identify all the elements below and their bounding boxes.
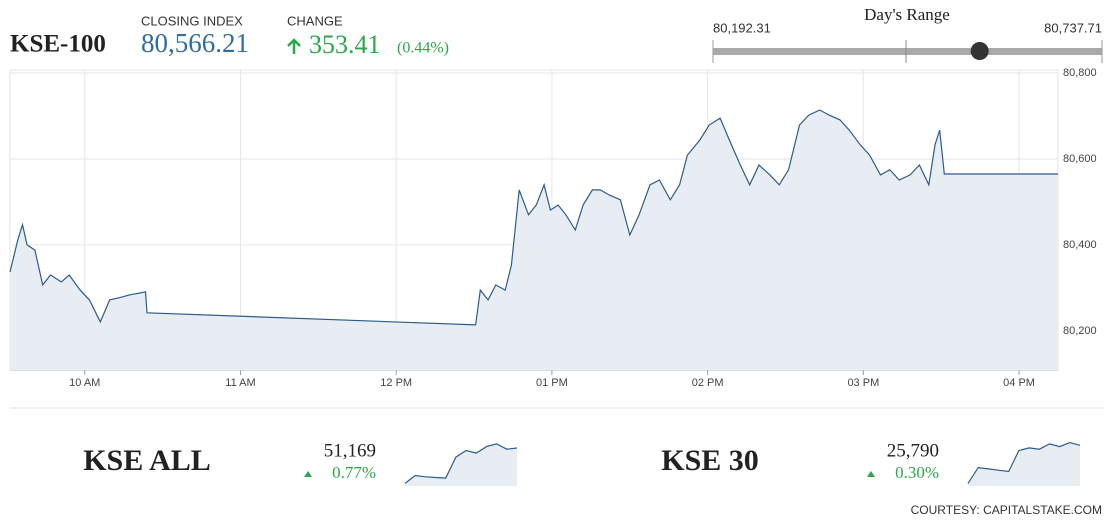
up-triangle bbox=[867, 471, 875, 477]
range-high: 80,737.71 bbox=[1044, 20, 1102, 35]
range-title: Day's Range bbox=[864, 5, 950, 24]
y-tick-label: 80,200 bbox=[1063, 325, 1097, 337]
range-marker bbox=[970, 42, 989, 60]
price-line bbox=[9, 109, 1058, 326]
index-name: KSE ALL bbox=[83, 444, 211, 477]
x-tick-label: 12 PM bbox=[380, 377, 412, 389]
spark-line bbox=[404, 443, 518, 484]
symbol: KSE-100 bbox=[10, 31, 106, 58]
x-tick-label: 02 PM bbox=[692, 377, 724, 389]
y-tick-label: 80,400 bbox=[1063, 239, 1097, 251]
x-tick-label: 01 PM bbox=[536, 377, 568, 389]
x-tick-label: 11 AM bbox=[225, 377, 255, 389]
spark-fill bbox=[405, 443, 517, 486]
index-change: 0.30% bbox=[895, 463, 939, 482]
change-percent: (0.44%) bbox=[397, 40, 449, 57]
up-arrow bbox=[287, 38, 301, 54]
range-low: 80,192.31 bbox=[713, 20, 771, 35]
index-change: 0.77% bbox=[332, 463, 376, 482]
index-name: KSE 30 bbox=[661, 444, 759, 477]
change-label: CHANGE bbox=[287, 13, 343, 28]
change-value: 353.41 bbox=[309, 30, 381, 59]
x-tick-label: 03 PM bbox=[847, 377, 879, 389]
area-fill bbox=[10, 110, 1058, 370]
index-last: 51,169 bbox=[324, 440, 376, 461]
closing-value: 80,566.21 bbox=[141, 28, 249, 58]
credit: COURTESY: CAPITALSTAKE.COM bbox=[911, 503, 1102, 517]
y-tick-label: 80,800 bbox=[1063, 67, 1097, 79]
index-last: 25,790 bbox=[887, 440, 939, 461]
range-bar bbox=[713, 48, 1102, 55]
spark-line bbox=[967, 441, 1081, 484]
x-tick-label: 04 PM bbox=[1003, 377, 1035, 389]
x-tick-label: 10 AM bbox=[69, 377, 100, 389]
closing-label: CLOSING INDEX bbox=[141, 13, 243, 28]
y-tick-label: 80,600 bbox=[1063, 153, 1097, 165]
up-triangle bbox=[304, 471, 312, 477]
spark-fill bbox=[968, 442, 1080, 486]
